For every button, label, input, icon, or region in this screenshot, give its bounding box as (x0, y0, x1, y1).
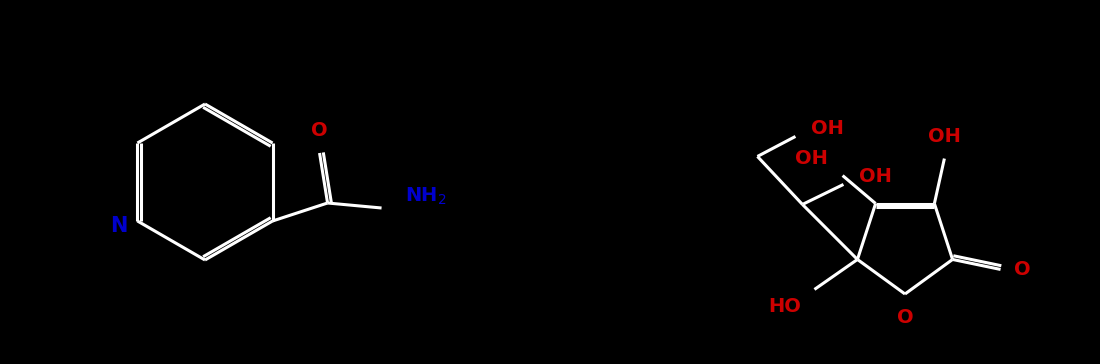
Text: OH: OH (928, 127, 960, 146)
Text: O: O (1013, 260, 1031, 279)
Text: HO: HO (769, 297, 802, 316)
Text: N: N (110, 216, 128, 236)
Text: NH$_2$: NH$_2$ (405, 185, 447, 207)
Text: O: O (311, 121, 328, 140)
Text: O: O (896, 308, 913, 327)
Text: OH: OH (812, 119, 845, 138)
Text: OH: OH (794, 149, 827, 167)
Text: OH: OH (859, 167, 892, 186)
